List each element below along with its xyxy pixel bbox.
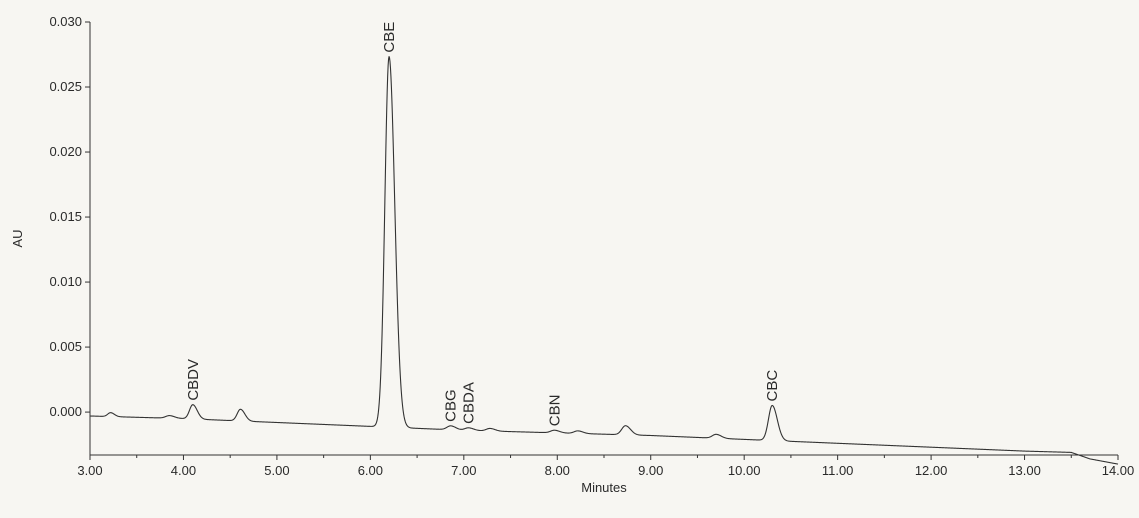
x-tick-label: 8.00 — [545, 463, 570, 478]
peak-label: CBC — [764, 370, 781, 402]
y-axis-label: AU — [10, 229, 25, 247]
y-tick-label: 0.020 — [49, 144, 82, 159]
peak-label: CBDA — [460, 382, 477, 424]
peak-label: CBN — [546, 395, 563, 427]
y-tick-label: 0.025 — [49, 79, 82, 94]
x-tick-label: 11.00 — [822, 463, 854, 478]
peak-label: CBE — [381, 22, 398, 53]
y-tick-label: 0.000 — [49, 404, 82, 419]
peak-labels: CBDV CBE CBG CBDA CBN CBC — [185, 22, 781, 426]
axes — [89, 22, 1118, 456]
x-tick-label: 7.00 — [451, 463, 476, 478]
y-tick-label: 0.005 — [49, 339, 82, 354]
x-axis-label: Minutes — [581, 480, 627, 495]
x-tick-label: 3.00 — [77, 463, 102, 478]
x-tick-label: 4.00 — [171, 463, 196, 478]
x-tick-label: 5.00 — [264, 463, 289, 478]
x-tick-label: 9.00 — [638, 463, 663, 478]
peak-label: CBG — [443, 389, 460, 422]
x-tick-label: 12.00 — [915, 463, 948, 478]
x-tick-label: 10.00 — [728, 463, 761, 478]
peak-label: CBDV — [185, 359, 202, 401]
y-tick-label: 0.010 — [49, 274, 82, 289]
x-tick-label: 13.00 — [1008, 463, 1041, 478]
x-tick-label: 6.00 — [358, 463, 383, 478]
chromatogram-trace — [89, 56, 1119, 465]
x-tick-label: 14.00 — [1102, 463, 1135, 478]
ticks: 3.00 4.00 5.00 6.00 7.00 8.00 9.00 10.00 11.00 12… — [49, 14, 1134, 478]
y-tick-label: 0.030 — [49, 14, 82, 29]
y-tick-label: 0.015 — [49, 209, 82, 224]
